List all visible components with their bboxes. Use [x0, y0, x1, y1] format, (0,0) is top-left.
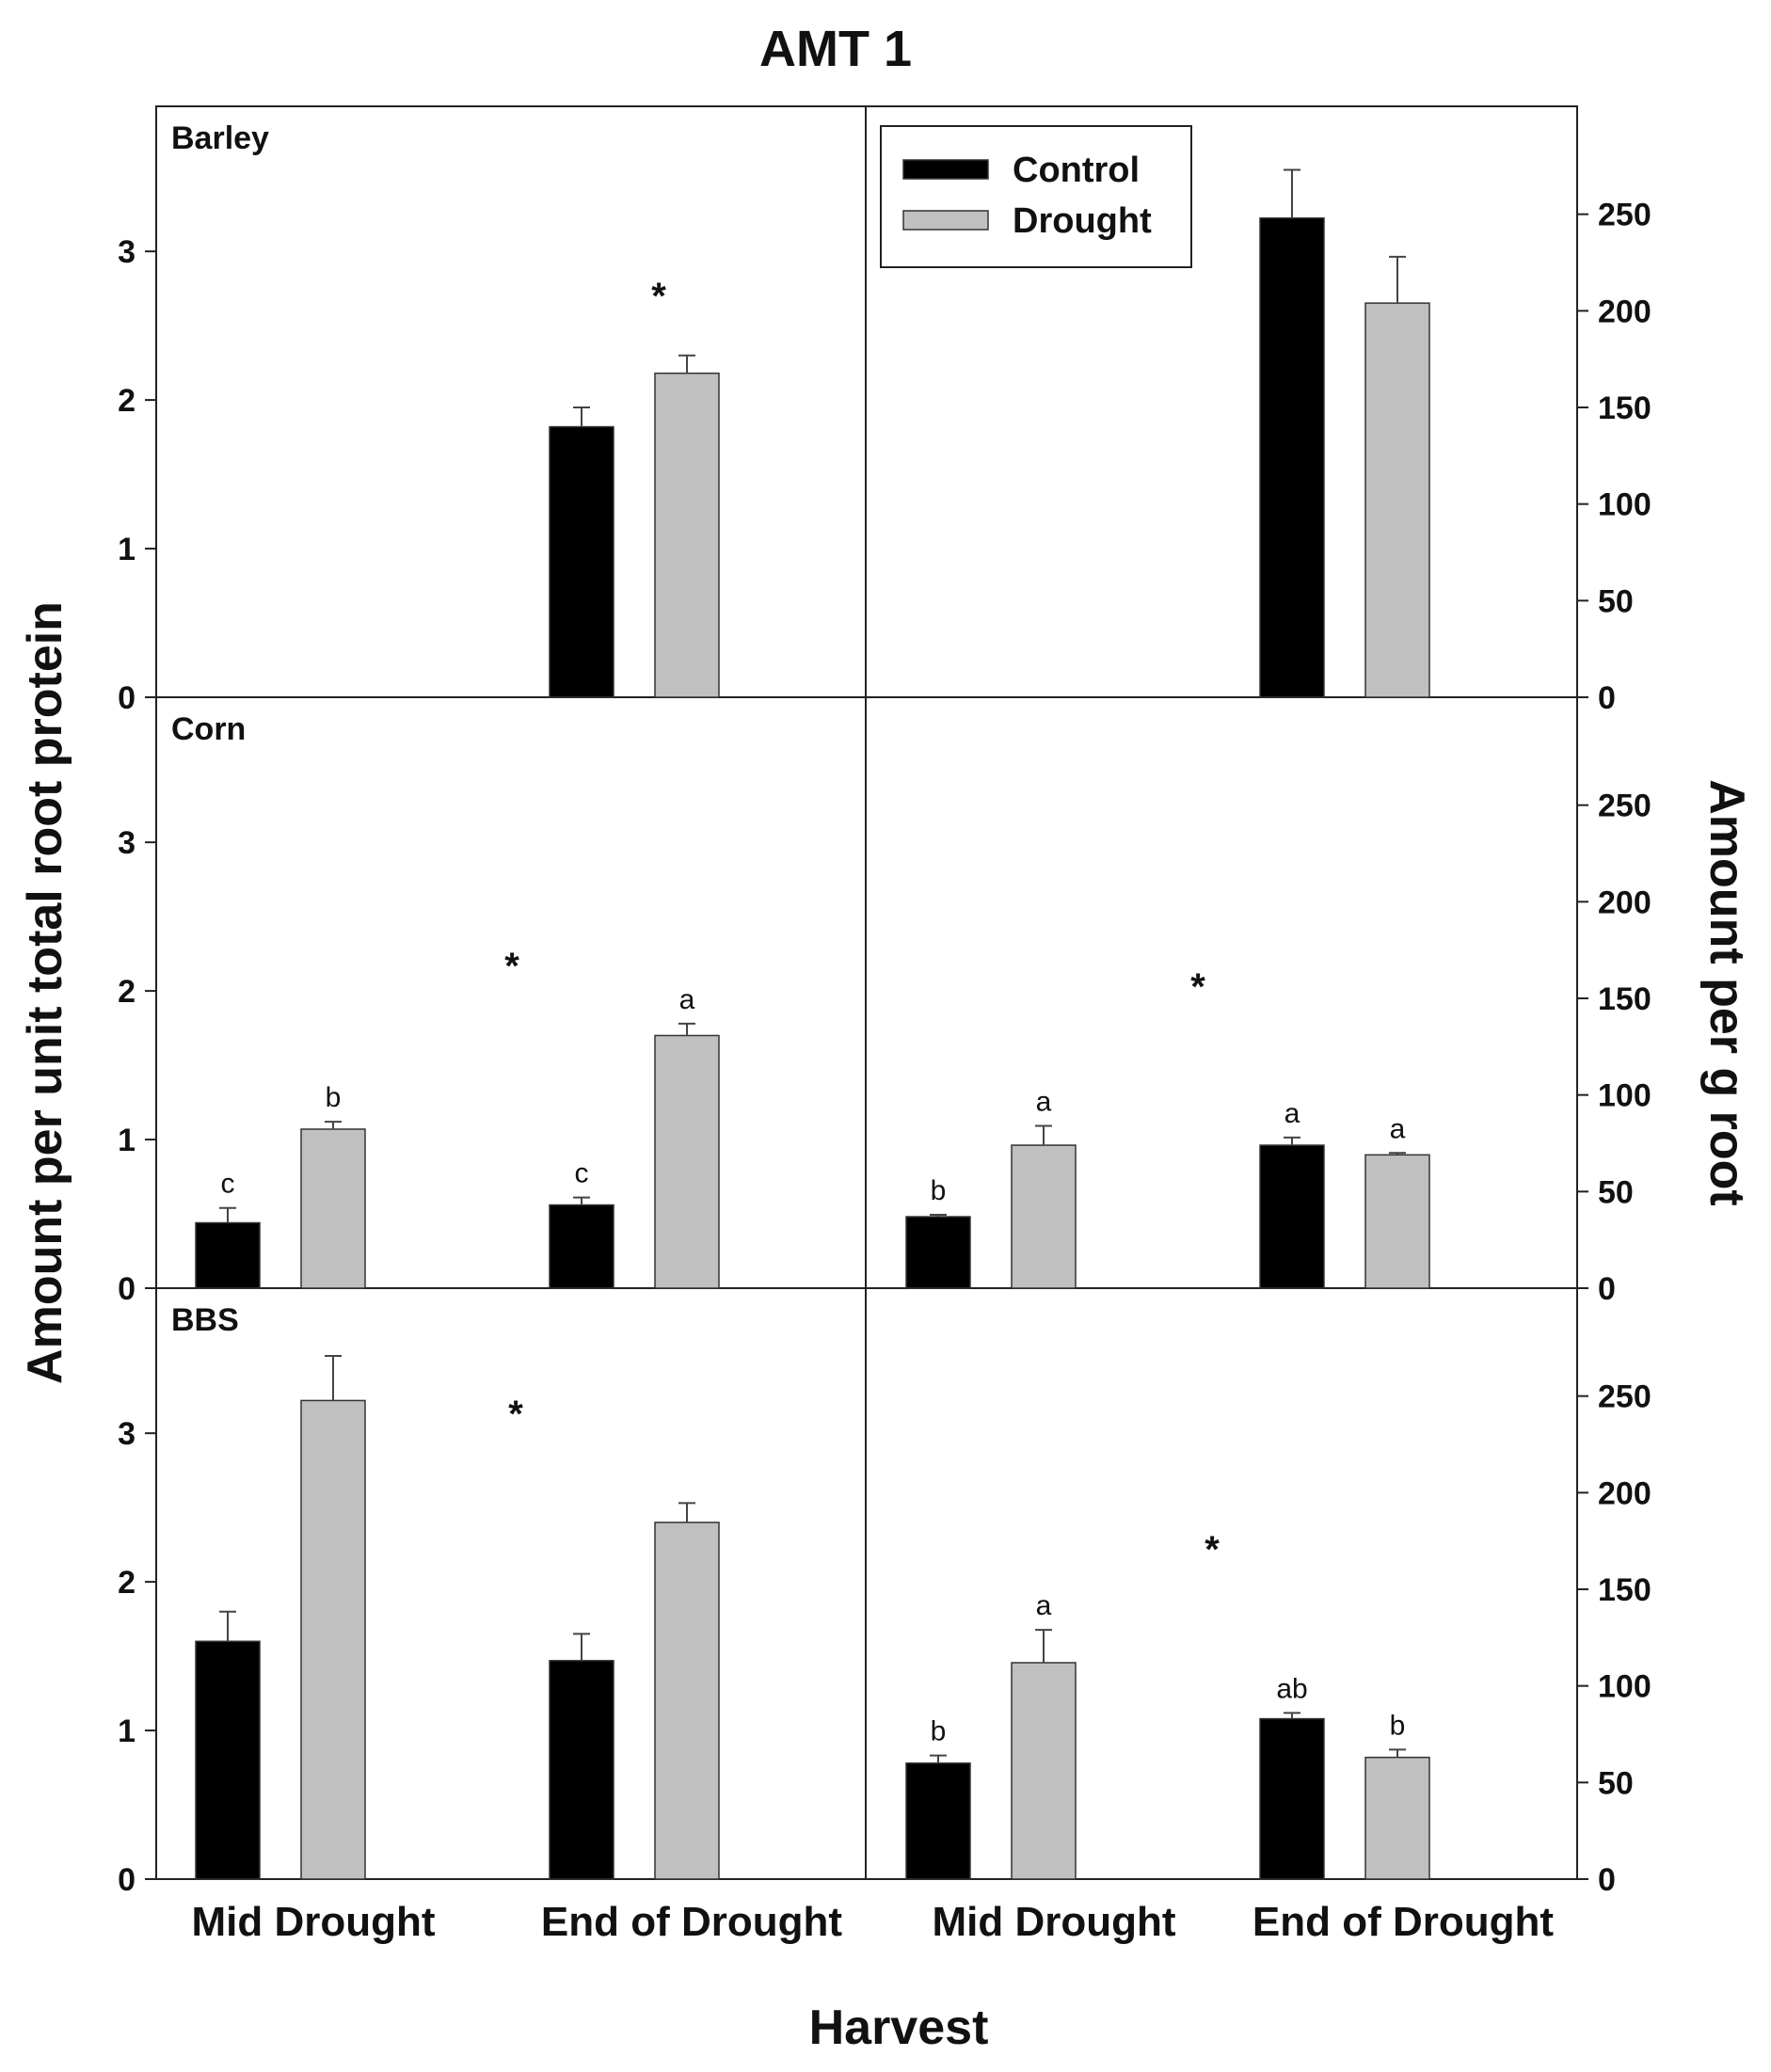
panel-corn-right-control-bar-end-letter: a: [1284, 1098, 1300, 1129]
panel-bbs-label: BBS: [171, 1302, 239, 1338]
panel-barley-left-tick-label: 1: [118, 532, 136, 567]
panel-bbs-left-tick-label: 0: [118, 1862, 136, 1898]
category-label-mid: Mid Drought: [932, 1899, 1175, 1945]
panel-corn-left-control-bar-mid: [195, 1221, 261, 1289]
panel-corn-right-tick-label: 100: [1598, 1078, 1651, 1114]
panel-bbs-left-drought-bar-mid: [300, 1399, 366, 1880]
panel-barley-right-tick-label: 0: [1598, 680, 1616, 716]
legend-swatch-control: [902, 159, 989, 180]
panel-barley-right-tick-label: 150: [1598, 390, 1651, 426]
panel-barley-right-drought-bar-end: [1364, 302, 1430, 698]
panel-bbs-right-control-bar-end-letter: ab: [1276, 1673, 1307, 1704]
panel-corn-right-tick-label: 250: [1598, 789, 1651, 824]
panel-bbs-right-tick-label: 50: [1598, 1765, 1634, 1801]
panel-bbs-right-tick-label: 100: [1598, 1669, 1651, 1705]
panel-bbs-left-tick-label: 2: [118, 1565, 136, 1601]
legend: Control Drought: [880, 125, 1192, 268]
legend-swatch-drought: [902, 210, 989, 231]
panel-bbs-right-tick-label: 200: [1598, 1475, 1651, 1511]
panel-corn-right-control-bar-end: [1259, 1144, 1325, 1289]
panel-barley-left-tick-label: 0: [118, 680, 136, 716]
panel-corn-label: Corn: [171, 711, 246, 747]
panel-barley-right-tick-label: 200: [1598, 294, 1651, 329]
panel-corn-left-drought-bar-mid-letter: b: [326, 1082, 342, 1113]
chart-title: AMT 1: [759, 21, 912, 77]
panel-barley-left-drought-bar-end: [654, 372, 720, 698]
panel-bbs-right-tick-label: 250: [1598, 1379, 1651, 1415]
y-axis-title-left: Amount per unit total root protein: [18, 601, 72, 1384]
panel-barley-label: Barley: [171, 120, 269, 156]
y-axis-title-right: Amount per g root: [1699, 779, 1754, 1206]
legend-label-drought: Drought: [1013, 201, 1152, 241]
panel-barley-left-control-bar-end: [549, 425, 614, 698]
panel-corn-left-significance-star: *: [504, 946, 519, 987]
panel-barley-left-tick-label: 2: [118, 383, 136, 419]
legend-box: [880, 125, 1192, 268]
panel-barley-left-tick-label: 3: [118, 234, 136, 270]
panel-corn-left-control-bar-mid-letter: c: [221, 1169, 235, 1200]
panel-bbs-left-control-bar-end: [549, 1660, 614, 1880]
panel-bbs-right-tick-label: 150: [1598, 1572, 1651, 1608]
panel-corn-right-tick-label: 0: [1598, 1271, 1616, 1307]
panel-barley-right-tick-label: 250: [1598, 198, 1651, 233]
category-label-end: End of Drought: [1252, 1899, 1554, 1945]
panel-corn-right-tick-label: 150: [1598, 981, 1651, 1017]
panel-barley-right-control-bar-end: [1259, 217, 1325, 698]
panel-corn-right-drought-bar-mid: [1011, 1144, 1077, 1289]
panel-bbs-right-drought-bar-end: [1364, 1756, 1430, 1880]
panel-corn-left-drought-bar-end: [654, 1034, 720, 1289]
panel-corn-right-drought-bar-mid-letter: a: [1036, 1087, 1052, 1118]
panel-bbs-right-drought-bar-mid-letter: a: [1036, 1590, 1052, 1621]
panel-corn-left-tick-label: 3: [118, 825, 136, 861]
panel-bbs-left-drought-bar-end: [654, 1522, 720, 1880]
panel-bbs-right-tick-label: 0: [1598, 1862, 1616, 1898]
panel-bbs-left-tick-label: 1: [118, 1713, 136, 1749]
panel-corn-right-drought-bar-end: [1364, 1154, 1430, 1289]
panel-bbs-right-drought-bar-mid: [1011, 1662, 1077, 1880]
panel-corn-right-control-bar-mid-letter: b: [931, 1175, 947, 1206]
panel-corn-left-drought-bar-end-letter: a: [679, 984, 695, 1015]
panel-bbs-left-tick-label: 3: [118, 1416, 136, 1452]
panel-corn-left-tick-label: 1: [118, 1123, 136, 1158]
panel-bbs-right-significance-star: *: [1205, 1529, 1220, 1570]
panel-corn-right-drought-bar-end-letter: a: [1390, 1113, 1406, 1144]
panel-corn-right-tick-label: 50: [1598, 1174, 1634, 1210]
panel-bbs-left-significance-star: *: [508, 1394, 523, 1435]
x-axis-title: Harvest: [809, 2000, 989, 2055]
panel-barley-right-tick-label: 50: [1598, 583, 1634, 619]
panel-corn-left-control-bar-end-letter: c: [575, 1158, 589, 1189]
panel-bbs-left-control-bar-mid: [195, 1640, 261, 1880]
panel-corn-right-control-bar-mid: [905, 1216, 971, 1289]
category-label-end: End of Drought: [541, 1899, 842, 1945]
panel-corn-left-tick-label: 0: [118, 1271, 136, 1307]
category-label-mid: Mid Drought: [191, 1899, 435, 1945]
panel-barley-right-tick-label: 100: [1598, 487, 1651, 523]
panel-bbs-right-control-bar-mid-letter: b: [931, 1716, 947, 1747]
panel-corn-right-significance-star: *: [1190, 966, 1205, 1008]
panel-corn-right-tick-label: 200: [1598, 885, 1651, 920]
legend-label-control: Control: [1013, 151, 1140, 190]
panel-corn-left-tick-label: 2: [118, 974, 136, 1010]
panel-bbs-right-control-bar-mid: [905, 1762, 971, 1880]
panel-bbs-right-control-bar-end: [1259, 1717, 1325, 1880]
panel-bbs-right-drought-bar-end-letter: b: [1390, 1710, 1406, 1741]
panel-barley-left-significance-star: *: [651, 276, 666, 317]
panel-corn-left-control-bar-end: [549, 1203, 614, 1289]
panel-corn-left-drought-bar-mid: [300, 1128, 366, 1289]
